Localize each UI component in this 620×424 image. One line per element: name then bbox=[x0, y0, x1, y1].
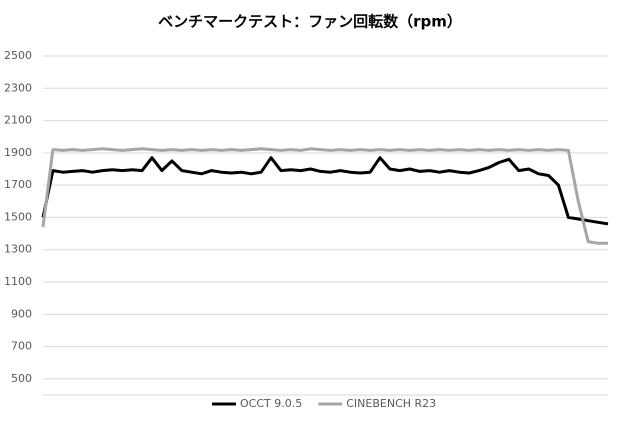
line-series bbox=[41, 156, 609, 226]
y-tick-label: 700 bbox=[11, 340, 32, 353]
y-tick-label: 2300 bbox=[4, 81, 32, 94]
y-tick-label: 2100 bbox=[4, 114, 32, 127]
y-tick-label: 500 bbox=[11, 372, 32, 385]
y-tick-label: 1300 bbox=[4, 243, 32, 256]
y-tick-label: 1900 bbox=[4, 146, 32, 159]
legend-label: OCCT 9.0.5 bbox=[240, 397, 302, 410]
y-tick-label: 900 bbox=[11, 307, 32, 320]
y-tick-label: 1100 bbox=[4, 275, 32, 288]
line-series bbox=[41, 147, 608, 245]
y-tick-label: 1700 bbox=[4, 178, 32, 191]
y-tick-label: 1500 bbox=[4, 210, 32, 223]
chart-title: ベンチマークテスト：ファン回転数（rpm） bbox=[158, 13, 462, 31]
legend-label: CINEBENCH R23 bbox=[346, 397, 436, 410]
y-tick-label: 2500 bbox=[4, 49, 32, 62]
